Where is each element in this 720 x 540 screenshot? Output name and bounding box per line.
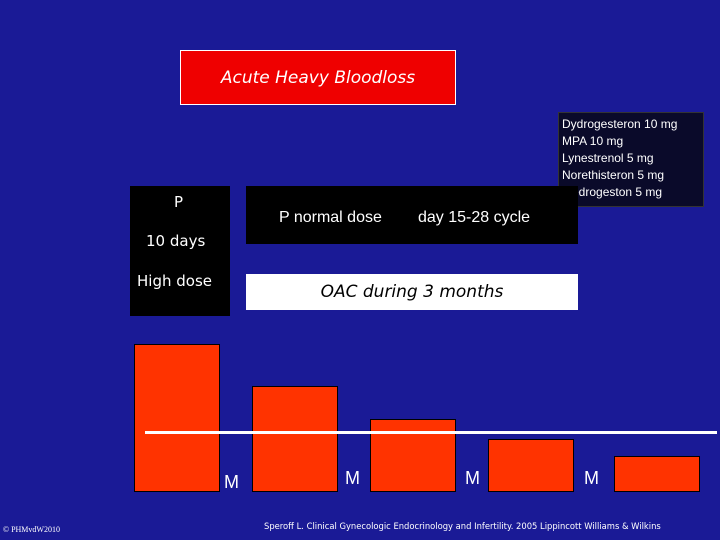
drug-item: Lynestrenol 5 mg <box>562 151 654 165</box>
normal-dose-label: P normal dose <box>279 209 382 226</box>
baseline-line <box>145 431 717 434</box>
drug-list: Dydrogesteron 10 mg MPA 10 mg Lynestreno… <box>558 112 704 207</box>
slide-title: Acute Heavy Bloodloss <box>180 50 456 105</box>
menstruation-marker: M <box>224 472 239 492</box>
p-label: P <box>174 193 184 211</box>
high-dose-box: P 10 days High dose <box>130 186 230 316</box>
cycle-label: day 15-28 cycle <box>418 209 531 226</box>
bleeding-bar <box>488 439 574 492</box>
reference-citation: Speroff L. Clinical Gynecologic Endocrin… <box>264 521 661 531</box>
duration-label: 10 days <box>146 232 206 250</box>
menstruation-marker: M <box>465 468 480 488</box>
drug-item: MPA 10 mg <box>562 134 624 148</box>
drug-item: Dydrogesteron 10 mg <box>562 117 678 131</box>
normal-dose-box: P normal dose day 15-28 cycle <box>246 186 578 244</box>
bleeding-bar <box>134 344 220 492</box>
bleeding-bar <box>370 419 456 492</box>
copyright-note: © PHMvdW2010 <box>3 525 60 534</box>
high-dose-label: High dose <box>137 272 212 290</box>
oac-box: OAC during 3 months <box>246 274 578 310</box>
bleeding-bar <box>252 386 338 492</box>
drug-item: Norethisteron 5 mg <box>562 168 665 182</box>
drug-item: Medrogeston 5 mg <box>562 185 663 199</box>
menstruation-marker: M <box>345 468 360 488</box>
bleeding-bar <box>614 456 700 492</box>
menstruation-marker: M <box>584 468 599 488</box>
